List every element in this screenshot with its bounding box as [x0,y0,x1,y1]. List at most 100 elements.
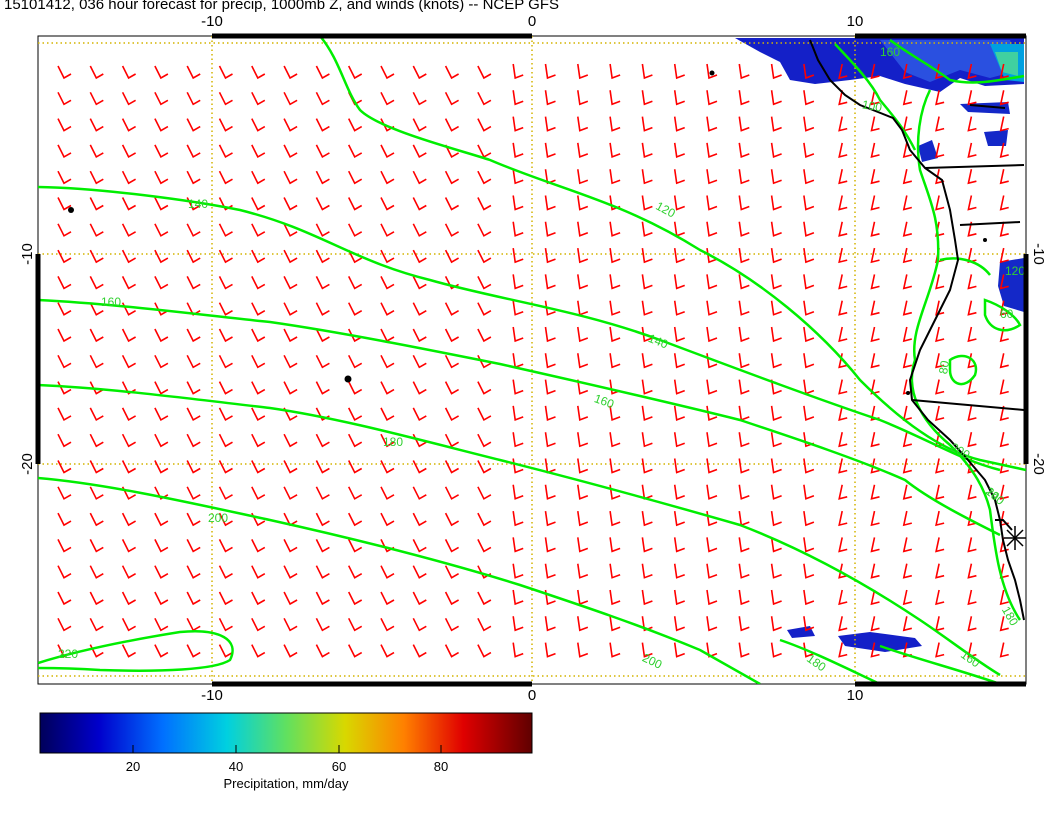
wind-barb [218,91,233,106]
wind-barb [380,197,395,211]
wind-barb [89,539,104,553]
wind-barb [412,486,427,500]
wind-barb [412,460,427,474]
wind-barb [154,144,169,159]
wind-barb [121,381,136,395]
wind-barb [770,90,782,106]
wind-barb [512,405,524,421]
contour-label: 160 [101,295,121,309]
wind-barb [89,433,104,448]
wind-barb [999,195,1009,211]
wind-barb [967,116,977,132]
wind-barb [967,432,977,448]
wind-barb [999,300,1009,316]
wind-barb [641,274,653,290]
wind-barb [512,616,524,632]
wind-barb [477,223,492,237]
wind-barb [577,90,589,106]
wind-barb [477,486,492,500]
colorbar-tick-label: 40 [229,759,243,774]
precip-area [998,258,1024,312]
wind-barb [380,65,395,80]
wind-barb [738,116,750,132]
wind-barb [477,302,492,316]
wind-barb [89,512,104,527]
wind-barb [870,642,880,658]
wind-barb [577,221,589,237]
contour-label: 160 [880,45,900,59]
wind-barb [803,537,815,553]
wind-barb [609,90,621,106]
wind-barb [412,65,427,80]
precip-area [995,52,1018,76]
wind-barb [57,460,72,474]
wind-barb [251,302,266,316]
wind-barb [154,565,169,579]
wind-barb [935,274,945,290]
wind-barb [999,326,1009,343]
wind-barb [218,223,233,237]
wind-barb [967,300,977,316]
wind-barb [770,616,782,632]
wind-barb [121,433,136,448]
wind-barb [641,379,653,395]
wind-barb [121,223,136,237]
wind-barb [283,617,298,632]
wind-barb [738,274,750,290]
wind-barb [999,90,1009,106]
wind-barb [347,276,363,290]
wind-barb [154,591,169,606]
wind-barb [673,63,685,80]
wind-barb [283,644,298,658]
wind-barb [121,249,136,264]
wind-barb [444,144,459,159]
wind-barb [251,591,266,606]
wind-barb [283,249,298,264]
wind-barb [838,458,848,474]
wind-barb [512,379,524,395]
wind-barb [218,644,233,658]
wind-barb [89,617,104,632]
wind-barb [673,405,685,421]
wind-barb [609,537,621,553]
wind-barb [577,432,589,448]
wind-barb [57,144,72,159]
wind-barb [609,169,621,185]
wind-barb [477,328,492,343]
wind-barb [935,510,945,527]
lon-tick-label-bottom: -10 [201,687,223,704]
wind-barb [870,563,880,579]
wind-barb [544,63,556,80]
wind-barb [283,539,298,553]
wind-barb [121,276,136,290]
wind-barb [738,142,750,158]
wind-barb [251,407,266,422]
country-border [959,221,1021,226]
wind-barb [251,460,266,474]
wind-barb [935,142,945,158]
wind-barb [967,195,977,211]
wind-barb [89,197,104,211]
wind-barb [283,460,298,474]
wind-barb [641,63,653,80]
lat-lon-grid [38,36,1026,684]
wind-barb [315,65,330,80]
wind-barb [347,170,363,185]
wind-barb [154,302,169,316]
island [344,375,352,383]
wind-barb [609,563,621,579]
wind-barb [838,169,848,185]
wind-barb [121,91,136,106]
wind-barb [803,484,815,500]
wind-barb [935,326,945,343]
station-marker [1004,526,1026,550]
wind-barb [609,432,621,448]
wind-barb [283,565,298,579]
wind-barb [902,616,912,632]
wind-barb [803,510,815,527]
wind-barb [803,90,815,106]
wind-barb [512,221,524,237]
wind-barb [967,326,977,343]
wind-barb [738,195,750,211]
wind-barb [512,537,524,553]
